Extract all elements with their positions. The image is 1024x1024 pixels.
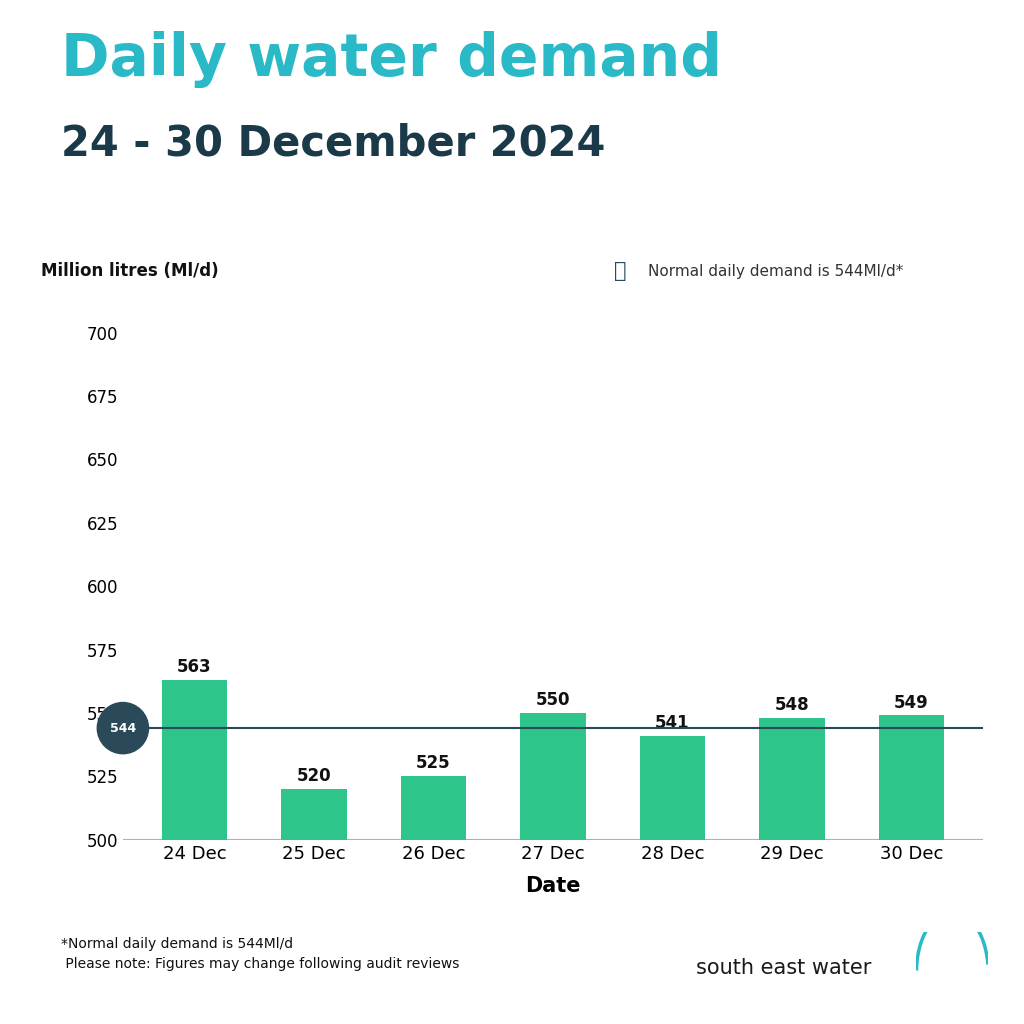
Bar: [162, 680, 227, 840]
Text: 525: 525: [416, 755, 451, 772]
Text: *Normal daily demand is 544Ml/d: *Normal daily demand is 544Ml/d: [61, 937, 294, 951]
Text: 550: 550: [536, 691, 570, 709]
Text: 549: 549: [894, 693, 929, 712]
Text: Million litres (Ml/d): Million litres (Ml/d): [41, 262, 218, 281]
Text: south east water: south east water: [696, 957, 871, 978]
Bar: [400, 776, 466, 840]
Text: 541: 541: [655, 714, 690, 732]
Text: 520: 520: [297, 767, 332, 785]
Text: 544: 544: [110, 722, 136, 734]
Bar: [282, 788, 347, 840]
Text: Please note: Figures may change following audit reviews: Please note: Figures may change followin…: [61, 957, 460, 972]
Text: ⓘ: ⓘ: [614, 261, 627, 282]
Text: 24 - 30 December 2024: 24 - 30 December 2024: [61, 123, 606, 165]
Text: Daily water demand: Daily water demand: [61, 31, 723, 88]
Text: Normal daily demand is 544Ml/d*: Normal daily demand is 544Ml/d*: [648, 264, 903, 279]
Text: 548: 548: [774, 696, 809, 714]
Text: 563: 563: [177, 658, 212, 676]
Bar: [640, 735, 706, 840]
Bar: [520, 713, 586, 840]
X-axis label: Date: Date: [525, 877, 581, 896]
Bar: [759, 718, 824, 840]
Bar: [879, 716, 944, 840]
